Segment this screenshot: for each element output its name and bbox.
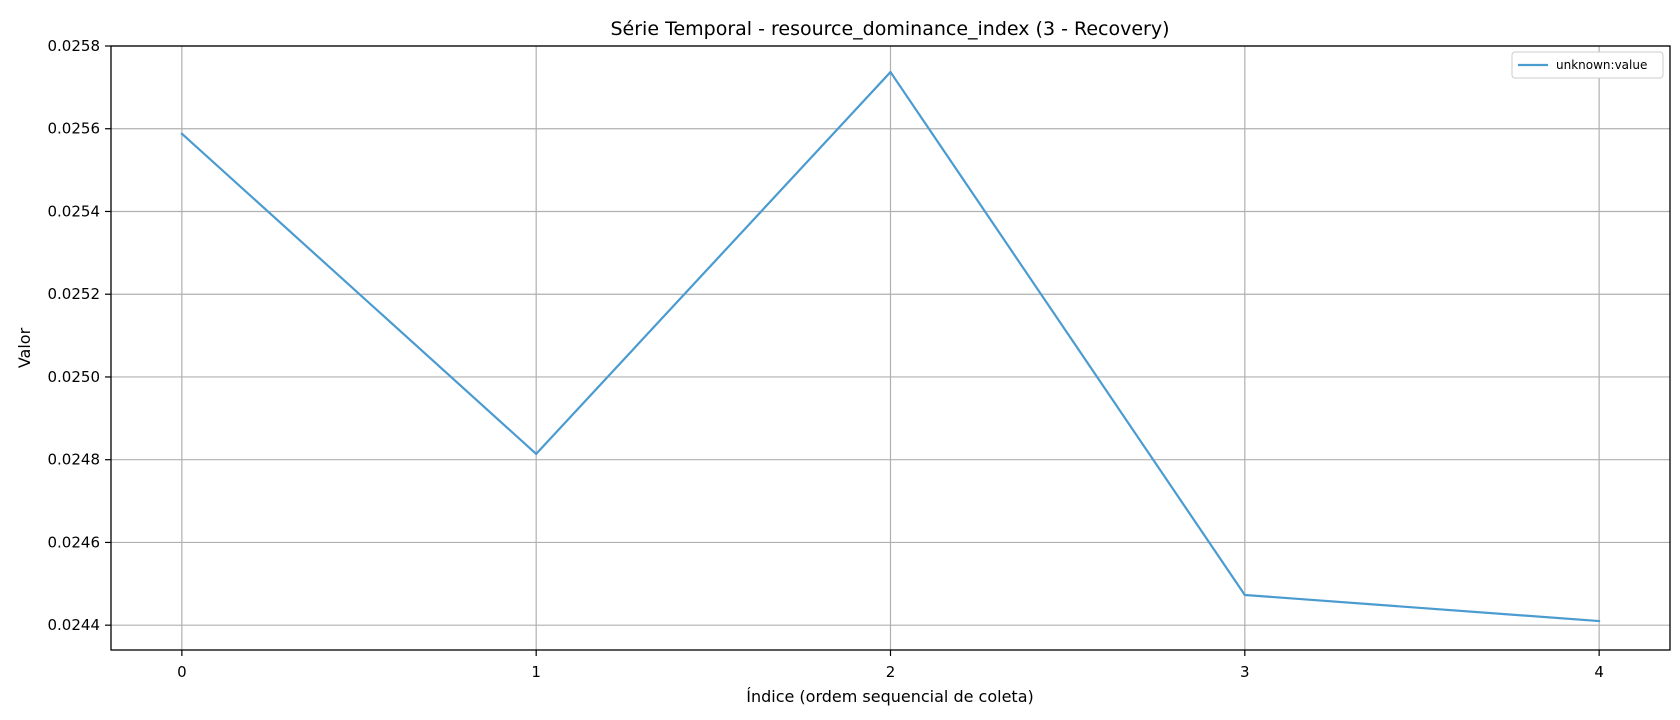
y-tick-label: 0.0244 [48, 616, 101, 634]
y-tick-label: 0.0254 [48, 202, 101, 220]
chart-title: Série Temporal - resource_dominance_inde… [611, 18, 1170, 40]
x-tick-label: 0 [177, 663, 187, 681]
x-axis-label: Índice (ordem sequencial de coleta) [746, 687, 1034, 706]
y-tick-label: 0.0258 [48, 37, 101, 55]
x-tick-label: 1 [531, 663, 541, 681]
data-point [1243, 593, 1246, 597]
data-point [535, 452, 538, 456]
y-tick-label: 0.0248 [48, 451, 101, 469]
y-axis-label: Valor [15, 327, 34, 368]
y-tick-label: 0.0256 [48, 120, 101, 138]
y-tick-label: 0.0252 [48, 285, 101, 303]
legend-box [1511, 51, 1664, 79]
grid-lines [111, 45, 1670, 650]
y-tick-label: 0.0246 [48, 533, 101, 551]
legend: unknown:value [1511, 51, 1664, 79]
data-point [889, 70, 892, 74]
data-point [1598, 619, 1601, 623]
series-layer [180, 70, 1601, 623]
legend-label: unknown:value [1556, 58, 1647, 72]
data-point [180, 132, 183, 135]
x-tick-label: 2 [886, 663, 896, 681]
axis-ticks: 0 1 2 3 4 0.0244 0.0246 0.0248 0.0250 0.0252 0.025… [48, 37, 1604, 681]
y-tick-label: 0.0250 [48, 368, 101, 386]
x-tick-label: 4 [1594, 663, 1604, 681]
x-tick-label: 3 [1240, 663, 1250, 681]
